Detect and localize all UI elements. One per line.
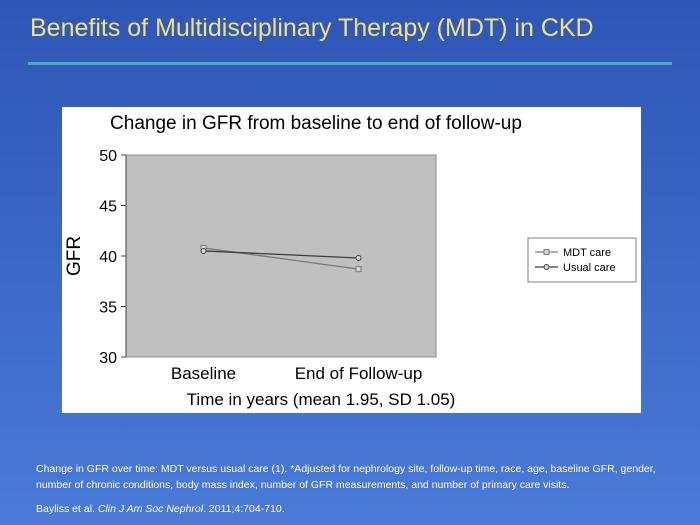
data-point xyxy=(355,266,362,273)
legend-marker xyxy=(543,264,550,270)
series-line xyxy=(203,250,359,259)
citation-authors: Bayliss et al. xyxy=(36,503,98,515)
legend-marker xyxy=(543,249,550,255)
citation-journal: Clin J Am Soc Nephrol xyxy=(97,503,204,515)
y-tick-label: 30 xyxy=(99,350,117,367)
chart-title: Change in GFR from baseline to end of fo… xyxy=(110,113,522,134)
citation-details: . 2011;4:704-710. xyxy=(203,503,285,515)
x-tick-label: Baseline xyxy=(171,364,236,383)
y-tick-label: 50 xyxy=(99,148,117,165)
data-point xyxy=(200,247,207,254)
legend-box xyxy=(527,237,637,283)
x-axis-label: Time in years (mean 1.95, SD 1.05) xyxy=(187,390,456,409)
x-tick-label: End of Follow-up xyxy=(295,364,423,383)
title-divider xyxy=(28,62,672,65)
y-tick-label: 35 xyxy=(99,300,117,317)
data-point xyxy=(355,255,362,262)
y-tick-label: 45 xyxy=(99,199,117,216)
legend-label: Usual care xyxy=(563,262,616,274)
y-axis-label: GFR xyxy=(64,236,85,276)
citation: Bayliss et al. Clin J Am Soc Nephrol. 20… xyxy=(36,503,285,515)
series-line xyxy=(203,247,359,270)
chart-panel: Change in GFR from baseline to end of fo… xyxy=(62,107,641,413)
slide-title: Benefits of Multidisciplinary Therapy (M… xyxy=(30,14,594,42)
legend-label: MDT care xyxy=(563,247,611,259)
chart-caption: Change in GFR over time: MDT versus usua… xyxy=(36,463,656,491)
gfr-line-chart: Change in GFR from baseline to end of fo… xyxy=(64,113,637,409)
y-tick-label: 40 xyxy=(99,249,117,266)
plot-area xyxy=(125,154,437,358)
